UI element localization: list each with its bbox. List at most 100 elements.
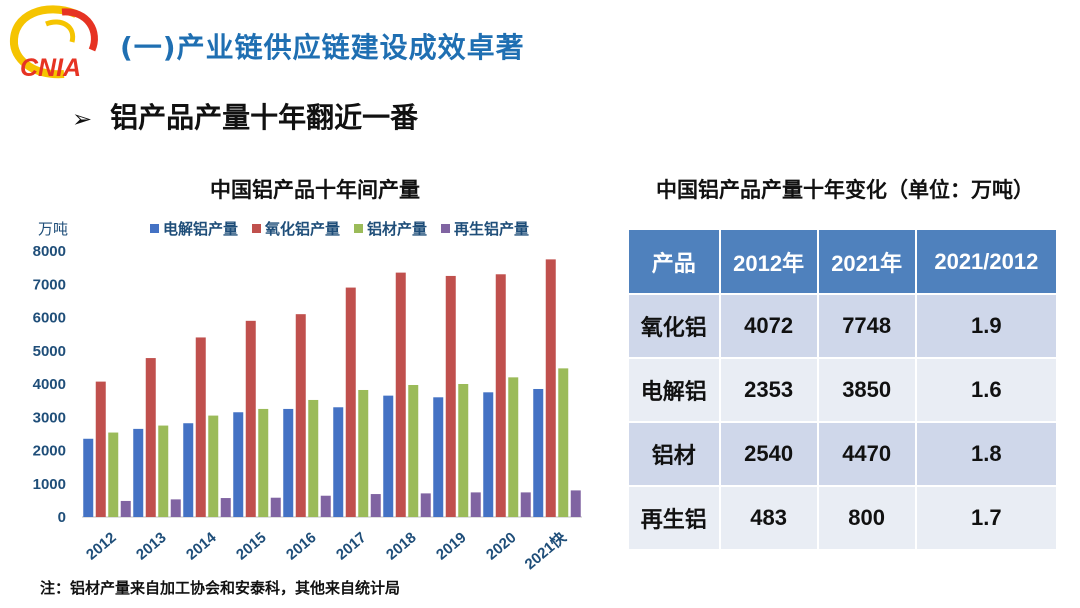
bar bbox=[470, 492, 481, 517]
legend-label: 氧化铝产量 bbox=[265, 220, 341, 238]
bar bbox=[195, 337, 206, 517]
bar bbox=[183, 423, 194, 517]
footnote: 注：铝材产量来自加工协会和安泰科，其他来自统计局 bbox=[40, 579, 401, 597]
bar bbox=[133, 428, 144, 517]
bar bbox=[358, 389, 369, 517]
table-header-row: 产品 2012年 2021年 2021/2012 bbox=[627, 228, 1059, 295]
bar bbox=[408, 384, 419, 517]
cell-product: 电解铝 bbox=[627, 357, 721, 423]
bar bbox=[295, 314, 306, 517]
bar bbox=[520, 492, 531, 517]
bar bbox=[120, 500, 131, 517]
legend-label: 铝材产量 bbox=[367, 220, 428, 238]
x-tick-label: 2017 bbox=[333, 529, 369, 563]
bar bbox=[208, 415, 219, 517]
bar bbox=[258, 408, 269, 517]
legend-item: 电解铝产量 bbox=[150, 218, 238, 239]
cell-2012: 2540 bbox=[718, 421, 819, 487]
bar bbox=[420, 493, 431, 517]
cell-2012: 2353 bbox=[718, 357, 819, 423]
bar bbox=[445, 275, 456, 517]
cell-2012: 4072 bbox=[718, 293, 819, 359]
bar bbox=[320, 495, 331, 517]
bar bbox=[170, 499, 181, 517]
legend-item: 氧化铝产量 bbox=[252, 218, 340, 239]
x-tick-label: 2014 bbox=[183, 529, 220, 564]
x-tick-label: 2018 bbox=[383, 529, 419, 563]
bar bbox=[308, 399, 319, 517]
sub-title-text: 铝产品产量十年翻近一番 bbox=[110, 101, 419, 134]
cell-2021: 7748 bbox=[816, 293, 917, 359]
section-title: (一)产业链供应链建设成效卓著 bbox=[120, 31, 525, 64]
header-product: 产品 bbox=[627, 228, 721, 295]
bar bbox=[395, 272, 406, 517]
legend-swatch bbox=[252, 224, 262, 233]
header-2012: 2012年 bbox=[718, 228, 819, 295]
cell-2021: 4470 bbox=[816, 421, 917, 487]
cnia-logo: CNIA bbox=[9, 5, 98, 82]
cell-product: 氧化铝 bbox=[627, 293, 721, 359]
cell-ratio: 1.6 bbox=[914, 357, 1059, 423]
bar bbox=[270, 497, 281, 517]
x-tick-label: 2021快 bbox=[521, 528, 570, 574]
legend-label: 电解铝产量 bbox=[163, 220, 239, 238]
cell-ratio: 1.8 bbox=[914, 421, 1059, 487]
table-title: 中国铝产品产量十年变化（单位：万吨） bbox=[656, 178, 1034, 202]
bar bbox=[570, 490, 581, 517]
bar bbox=[558, 368, 569, 517]
legend-item: 铝材产量 bbox=[354, 218, 427, 239]
bar bbox=[383, 395, 394, 517]
x-tick-label: 2013 bbox=[133, 529, 169, 563]
bar bbox=[245, 320, 256, 517]
y-tick-label: 4000 bbox=[33, 376, 66, 393]
bar bbox=[433, 397, 444, 517]
sub-title: ➢ 铝产品产量十年翻近一番 bbox=[72, 96, 418, 136]
bar bbox=[458, 384, 469, 517]
table-row: 氧化铝 4072 7748 1.9 bbox=[627, 293, 1059, 359]
chart-title: 中国铝产品十年间产量 bbox=[210, 178, 420, 202]
bar bbox=[233, 412, 244, 517]
y-tick-label: 7000 bbox=[33, 276, 66, 293]
legend-item: 再生铝产量 bbox=[441, 218, 529, 239]
x-tick-label: 2012 bbox=[83, 529, 119, 563]
y-tick-label: 5000 bbox=[33, 343, 66, 360]
y-tick-label: 0 bbox=[58, 509, 66, 526]
y-tick-label: 8000 bbox=[33, 243, 66, 260]
bar bbox=[345, 287, 356, 517]
y-tick-label: 1000 bbox=[33, 476, 66, 493]
cell-2021: 800 bbox=[816, 485, 917, 551]
x-tick-label: 2015 bbox=[233, 529, 269, 563]
bar bbox=[508, 377, 519, 517]
cell-ratio: 1.9 bbox=[914, 293, 1059, 359]
y-axis-unit: 万吨 bbox=[38, 220, 69, 238]
bar bbox=[283, 408, 294, 517]
y-tick-label: 3000 bbox=[33, 409, 66, 426]
bar bbox=[83, 438, 94, 517]
legend-swatch bbox=[150, 224, 159, 233]
y-tick-label: 6000 bbox=[33, 310, 66, 327]
cell-product: 再生铝 bbox=[627, 485, 721, 551]
x-tick-label: 2019 bbox=[433, 529, 469, 563]
arrow-right-icon: ➢ bbox=[72, 105, 93, 133]
bar bbox=[545, 259, 556, 517]
cell-2012: 483 bbox=[718, 485, 819, 551]
bar bbox=[370, 494, 381, 517]
bar bbox=[95, 381, 106, 517]
table-row: 电解铝 2353 3850 1.6 bbox=[627, 357, 1059, 423]
x-tick-label: 2016 bbox=[283, 529, 319, 563]
cell-2021: 3850 bbox=[816, 357, 917, 423]
logo-text: CNIA bbox=[20, 54, 81, 82]
bar bbox=[158, 425, 169, 517]
table-row: 铝材 2540 4470 1.8 bbox=[627, 421, 1059, 487]
legend-swatch bbox=[354, 224, 364, 233]
x-tick-label: 2020 bbox=[483, 529, 519, 563]
legend-swatch bbox=[441, 224, 451, 233]
chart-legend: 电解铝产量 氧化铝产量 铝材产量 再生铝产量 bbox=[150, 218, 529, 239]
bar bbox=[333, 407, 344, 517]
bar-chart: 0 1000 2000 3000 4000 5000 6000 7000 8000 2012 201… bbox=[33, 243, 582, 574]
header-ratio: 2021/2012 bbox=[914, 228, 1059, 295]
table-row: 再生铝 483 800 1.7 bbox=[627, 485, 1059, 551]
cell-ratio: 1.7 bbox=[914, 485, 1059, 551]
production-table: 产品 2012年 2021年 2021/2012 氧化铝 4072 7748 1… bbox=[627, 228, 1059, 551]
bar bbox=[483, 392, 494, 517]
